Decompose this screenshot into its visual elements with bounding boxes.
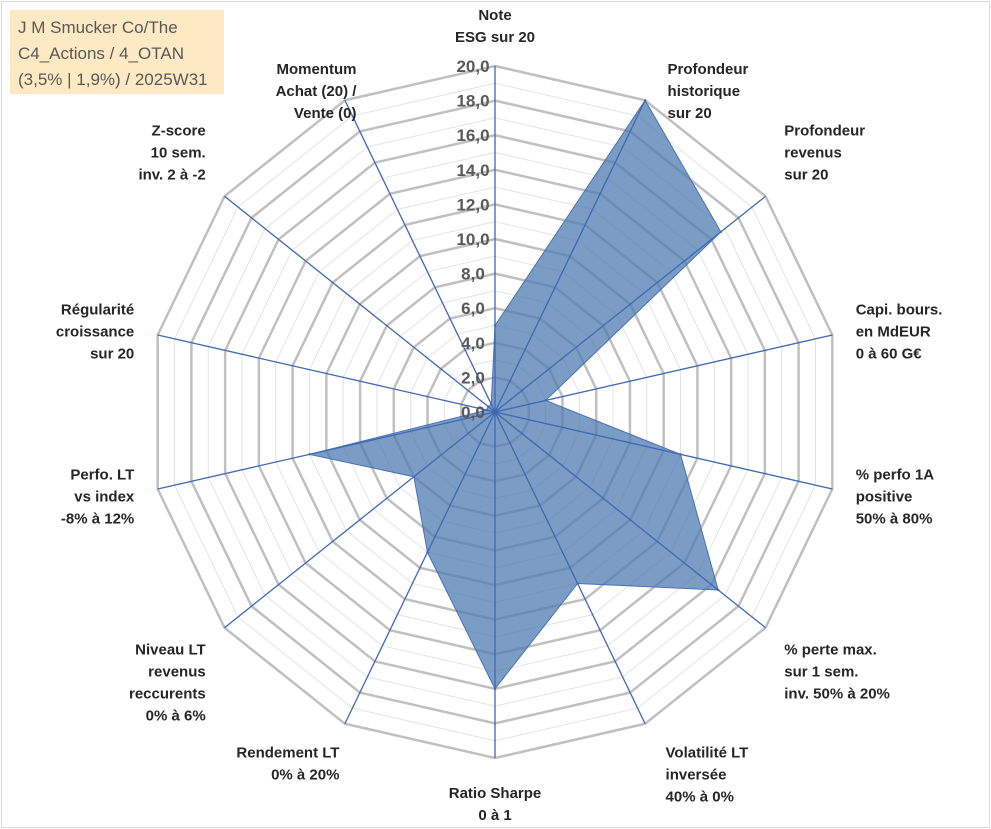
- axis-spoke: [494, 195, 766, 413]
- axis-spoke: [224, 411, 496, 629]
- tick-label: 4,0: [461, 334, 485, 353]
- tick-label: 2,0: [461, 368, 485, 387]
- axis-label: Régularité croissance sur 20: [56, 302, 134, 363]
- axis-spoke: [494, 411, 833, 490]
- axis-spoke: [494, 411, 646, 725]
- axis-label: Z-score 10 sem. inv. 2 à -2: [138, 122, 205, 183]
- axis-label: Ratio Sharpe 0 à 1: [449, 785, 542, 824]
- axis-label: Niveau LT revenus reccurents 0% à 6%: [129, 642, 206, 725]
- axis-label: Volatilité LT inversée 40% à 0%: [666, 744, 749, 805]
- axis-spoke: [344, 411, 496, 725]
- tick-label: 12,0: [456, 195, 489, 214]
- axis-label: % perfo 1A positive 50% à 80%: [856, 466, 935, 527]
- axis-label: Perfo. LT vs index -8% à 12%: [61, 466, 135, 527]
- tick-label: 0,0: [461, 403, 485, 422]
- axis-label: Profondeur revenus sur 20: [784, 122, 865, 183]
- axis-spoke: [344, 99, 496, 413]
- chart-title-box: J M Smucker Co/The C4_Actions / 4_OTAN (…: [10, 10, 224, 94]
- series-area: [309, 99, 722, 690]
- tick-label: 16,0: [456, 126, 489, 145]
- title-line-2: C4_Actions / 4_OTAN: [18, 44, 184, 63]
- tick-label: 18,0: [456, 92, 489, 111]
- axis-label: Profondeur historique sur 20: [668, 61, 749, 122]
- tick-label: 6,0: [461, 299, 485, 318]
- tick-label: 10,0: [456, 230, 489, 249]
- axis-spoke: [157, 334, 496, 413]
- axis-label: Rendement LT 0% à 20%: [236, 744, 339, 783]
- axis-spoke: [224, 195, 496, 413]
- tick-label: 14,0: [456, 161, 489, 180]
- axis-label: Note ESG sur 20: [455, 7, 535, 46]
- axis-label: Momentum Achat (20) / Vente (0): [276, 61, 358, 122]
- tick-label: 20,0: [456, 57, 489, 76]
- axis-spoke: [157, 411, 496, 490]
- axis-spoke: [494, 334, 833, 413]
- tick-label: 8,0: [461, 265, 485, 284]
- title-line-3: (3,5% | 1,9%) / 2025W31: [18, 70, 208, 89]
- axis-label: Capi. bours. en MdEUR 0 à 60 G€: [856, 302, 943, 363]
- axis-spoke: [494, 411, 766, 629]
- axis-spoke: [494, 99, 646, 413]
- title-line-1: J M Smucker Co/The: [18, 18, 178, 37]
- axis-label: % perte max. sur 1 sem. inv. 50% à 20%: [784, 642, 890, 703]
